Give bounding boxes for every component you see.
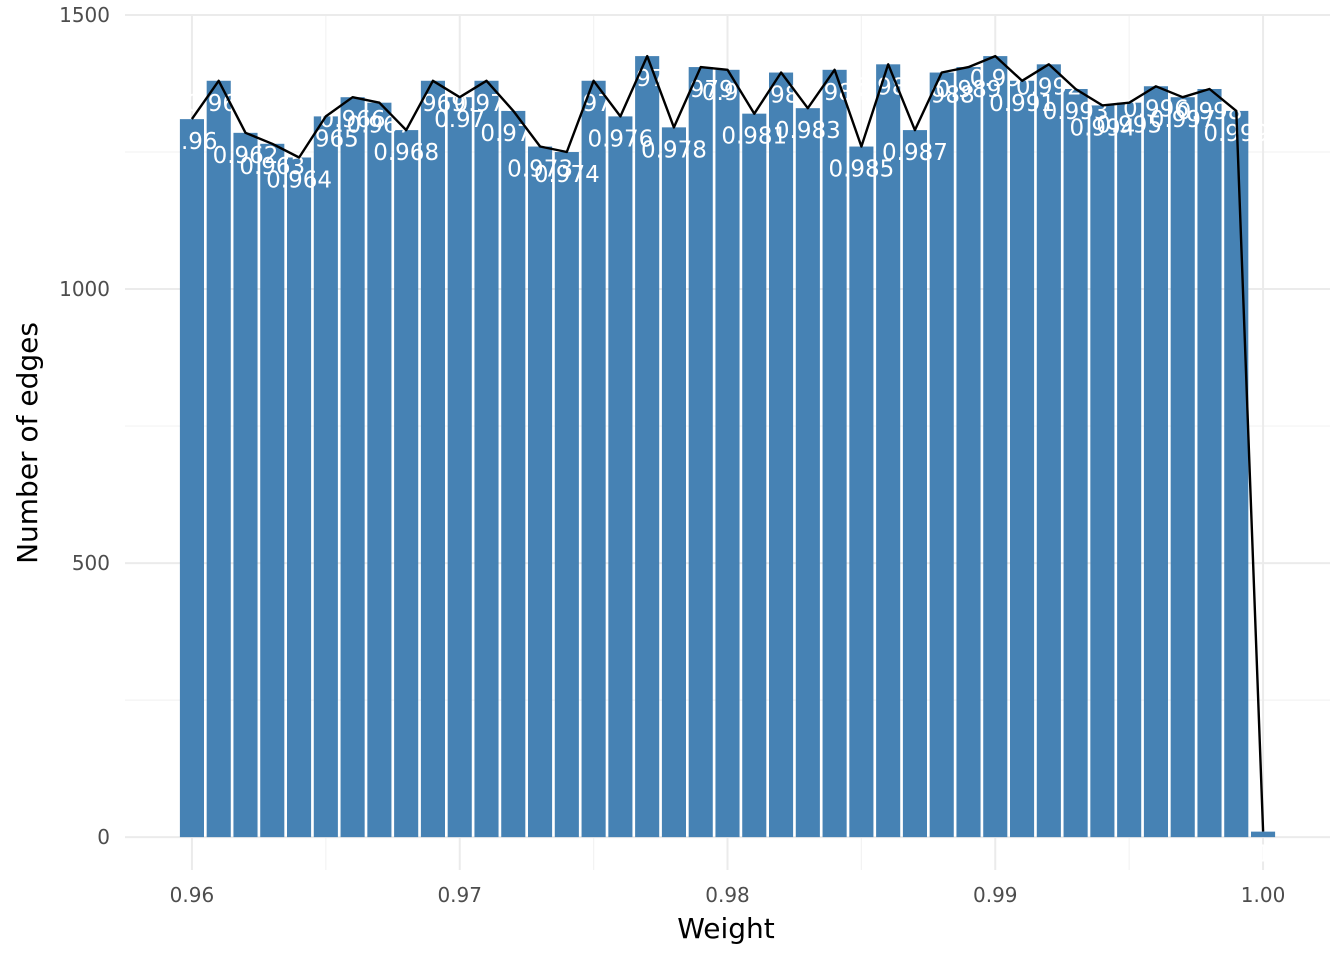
- histogram-bar: [715, 69, 740, 838]
- histogram-bar: [769, 72, 794, 838]
- bar-value-label: 0.988: [909, 83, 975, 109]
- bar-value-label: 0.994: [1069, 115, 1135, 141]
- histogram-bar: [1090, 105, 1115, 838]
- histogram-bar: [929, 72, 954, 838]
- histogram-bar: [1224, 110, 1249, 838]
- histogram-bar: [581, 80, 606, 838]
- bar-value-label: 0.987: [882, 140, 948, 166]
- x-tick-label: 0.96: [170, 883, 215, 907]
- y-tick-label: 1000: [59, 277, 110, 301]
- bar-value-label: 0.976: [587, 126, 653, 152]
- histogram-bar: [1117, 102, 1142, 838]
- bar-value-label: 0.985: [828, 157, 894, 183]
- histogram-bar: [876, 64, 901, 838]
- histogram-bar: [1063, 88, 1088, 838]
- bars: [179, 56, 1276, 838]
- bar-value-label: 0.968: [373, 140, 439, 166]
- histogram-bar: [447, 97, 472, 838]
- histogram-bar: [956, 67, 981, 838]
- histogram-bar: [287, 157, 312, 838]
- histogram-bar: [313, 116, 338, 838]
- bar-value-label: 0.99: [970, 66, 1021, 92]
- bar-value-label: 0.986: [855, 74, 921, 100]
- bar-value-label: 0.973: [507, 157, 573, 183]
- x-axis-title: Weight: [677, 912, 775, 945]
- histogram-bar: [849, 146, 874, 838]
- histogram-bar: [1143, 86, 1168, 838]
- histogram-bar: [233, 132, 258, 838]
- histogram-bar: [661, 127, 686, 838]
- bar-value-label: 0.963: [239, 154, 305, 180]
- bar-value-label: 0.974: [534, 162, 600, 188]
- count-line: [190, 54, 1265, 832]
- y-axis-title: Number of edges: [11, 322, 44, 564]
- bar-value-label: 0.978: [641, 137, 707, 163]
- histogram-bar: [688, 67, 713, 838]
- histogram-bar: [635, 56, 660, 838]
- bar-value-label: 0.97: [434, 107, 485, 133]
- x-tick-label: 0.97: [437, 883, 482, 907]
- histogram-bar: [983, 56, 1008, 838]
- histogram-bar: [1010, 80, 1035, 838]
- bar-value-label: 0.979: [668, 77, 734, 103]
- y-tick-label: 0: [97, 825, 110, 849]
- bar-value-label: 0.98: [702, 80, 753, 106]
- bar-value-label: 0.972: [480, 121, 546, 147]
- x-axis-ticks: 0.96 0.97 0.98 0.99 1.00: [170, 883, 1286, 907]
- bar-value-label: 0.991: [989, 91, 1055, 117]
- histogram-bar: [179, 119, 204, 838]
- bar-value-label: 0.983: [775, 118, 841, 144]
- histogram-bar: [822, 69, 847, 838]
- histogram-bar: [528, 146, 553, 838]
- histogram-bar: [795, 108, 820, 838]
- histogram-bar: [260, 143, 285, 838]
- y-tick-label: 1500: [59, 3, 110, 27]
- bar-value-label: 0.997: [1150, 107, 1216, 133]
- x-tick-label: 0.99: [973, 883, 1018, 907]
- bar-value-label: 0.977: [614, 66, 680, 92]
- histogram-bar: [1197, 88, 1222, 838]
- bar-value-label: 0.998: [1177, 99, 1243, 125]
- x-tick-label: 1.00: [1241, 883, 1286, 907]
- y-axis-ticks: 0 500 1000 1500: [59, 3, 110, 849]
- bar-value-label: 0.981: [721, 124, 787, 150]
- x-tick-label: 0.98: [705, 883, 750, 907]
- histogram-bar: [340, 97, 365, 838]
- histogram-bar: [1251, 831, 1276, 838]
- count-line-layer: [190, 54, 1265, 832]
- histogram-bar: [367, 102, 392, 838]
- histogram-bar: [394, 130, 419, 838]
- histogram-bar: [608, 116, 633, 838]
- histogram-bar: [420, 80, 445, 838]
- bar-value-label: 1: [1256, 842, 1271, 868]
- histogram-bar: [902, 130, 927, 838]
- histogram-bar: [206, 80, 231, 838]
- histogram-bar: [554, 152, 579, 838]
- histogram-bar: [501, 110, 526, 838]
- bar-value-label: 0.962: [213, 143, 279, 169]
- histogram-bar: [474, 80, 499, 838]
- y-tick-label: 500: [72, 551, 110, 575]
- bar-value-label: 0.989: [936, 77, 1002, 103]
- histogram-bar: [1036, 64, 1061, 838]
- bar-value-label: 0.964: [266, 168, 332, 194]
- bar-value-label: 0.96: [166, 129, 217, 155]
- histogram-bar: [1170, 97, 1195, 838]
- bar-value-label: 0.975: [561, 91, 627, 117]
- histogram-bar: [742, 113, 767, 838]
- bar-value-label: 0.995: [1096, 113, 1162, 139]
